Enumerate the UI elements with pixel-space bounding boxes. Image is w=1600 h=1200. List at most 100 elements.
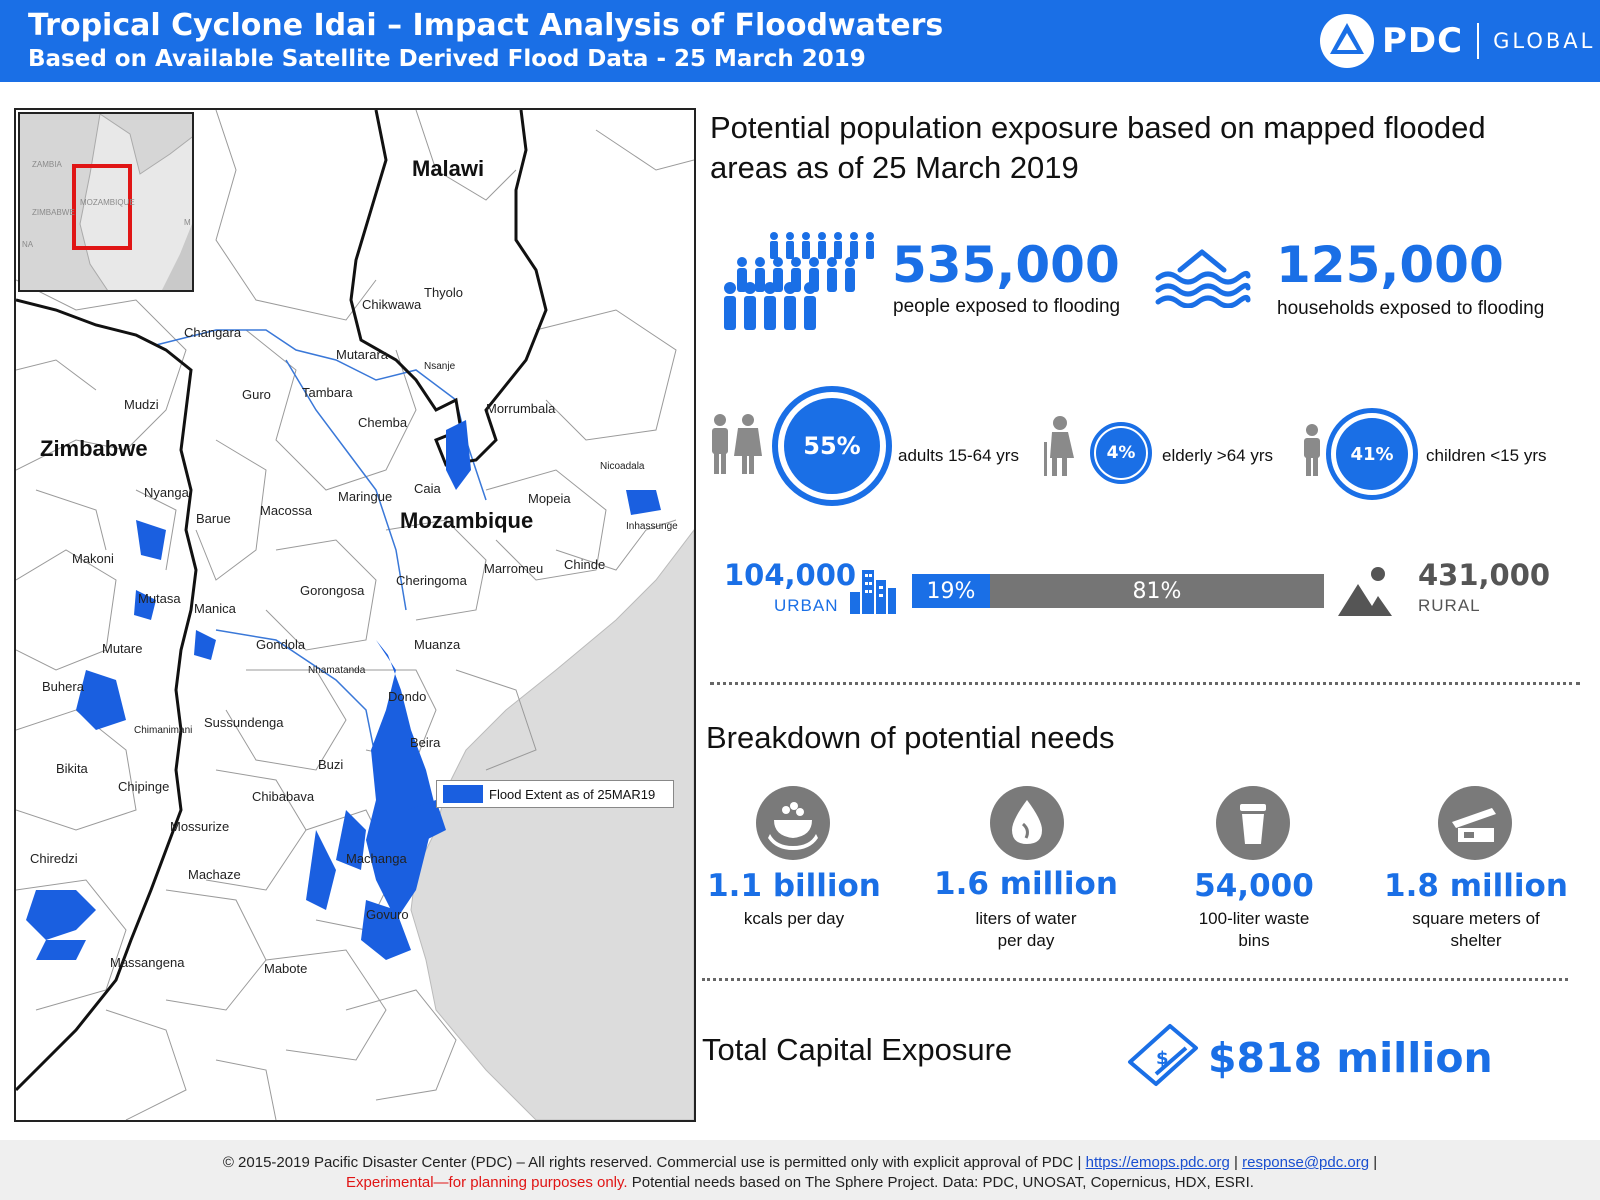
- footer-line-2: Experimental—for planning purposes only.…: [0, 1174, 1600, 1191]
- urban-percent: 19%: [926, 578, 976, 604]
- place-label: Beira: [410, 735, 441, 750]
- footer-sources: Potential needs based on The Sphere Proj…: [631, 1174, 1254, 1191]
- header-bar: Tropical Cyclone Idai – Impact Analysis …: [0, 0, 1600, 82]
- place-label: Mossurize: [170, 819, 230, 834]
- children-percent-ring: 41%: [1326, 408, 1418, 500]
- map-legend: Flood Extent as of 25MAR19: [436, 780, 674, 808]
- country-label-mozambique: Mozambique: [400, 508, 534, 533]
- rural-value: 431,000: [1418, 558, 1551, 592]
- water-need-caption: liters of water per day: [975, 909, 1077, 951]
- experimental-notice: Experimental—for planning purposes only.: [346, 1174, 628, 1191]
- food-need-caption: kcals per day: [743, 909, 845, 928]
- page-subtitle: Based on Available Satellite Derived Flo…: [28, 46, 866, 72]
- place-label: Maringue: [338, 489, 393, 504]
- place-label: Chemba: [358, 415, 408, 430]
- children-label: children <15 yrs: [1426, 446, 1547, 465]
- dollar-bill-icon: $: [1128, 1024, 1198, 1086]
- place-label: Buzi: [318, 757, 344, 772]
- place-label: Mopeia: [528, 491, 571, 506]
- inset-basemap: [20, 114, 192, 290]
- place-label: Buhera: [42, 679, 84, 694]
- place-label: Barue: [196, 511, 231, 526]
- place-label: Guro: [242, 387, 271, 402]
- flood-map: ZAMBIA MOZAMBIQUE ZIMBABWE NA M Malawi Z…: [14, 108, 696, 1122]
- households-exposed-value: 125,000: [1276, 236, 1504, 294]
- place-label: Thyolo: [424, 285, 464, 300]
- adults-icon: [712, 414, 762, 474]
- place-label: Sussundenga: [204, 715, 284, 730]
- shelter-tent-icon: [1452, 808, 1496, 842]
- elderly-percent: 4%: [1096, 428, 1146, 478]
- capital-exposure-value: $818 million: [1208, 1034, 1493, 1082]
- place-label: Massangena: [110, 955, 185, 970]
- place-label: Chiredzi: [30, 851, 78, 866]
- place-label: Nicoadala: [600, 461, 645, 472]
- inset-label-mozambique: MOZAMBIQUE: [80, 198, 135, 207]
- place-label: Machanga: [346, 851, 407, 866]
- section-divider: [702, 978, 1568, 981]
- rural-share-segment: 81%: [990, 574, 1324, 608]
- place-label: Govuro: [366, 907, 409, 922]
- logo-global-text: GLOBAL: [1493, 29, 1596, 53]
- adults-label: adults 15-64 yrs: [898, 446, 1019, 465]
- flooded-house-icon: [1155, 249, 1251, 308]
- inset-locator-map: ZAMBIA MOZAMBIQUE ZIMBABWE NA M: [18, 112, 194, 292]
- place-label: Mudzi: [124, 397, 159, 412]
- logo-divider: [1477, 23, 1480, 59]
- map-basemap: [16, 110, 694, 1120]
- place-label: Chimanimani: [134, 725, 193, 736]
- place-label: Mabote: [264, 961, 308, 976]
- page-title: Tropical Cyclone Idai – Impact Analysis …: [28, 8, 944, 43]
- households-exposed-caption: households exposed to flooding: [1277, 298, 1545, 319]
- place-label: Tambara: [302, 385, 353, 400]
- rural-label: RURAL: [1418, 596, 1481, 615]
- shelter-need-value: 1.8 million: [1384, 868, 1568, 904]
- map-legend-label: Flood Extent as of 25MAR19: [489, 786, 656, 802]
- place-label: Macossa: [260, 503, 313, 518]
- place-label: Bikita: [56, 761, 88, 776]
- flood-extent-swatch: [443, 785, 483, 803]
- inset-label-m: M: [184, 218, 191, 227]
- footer-line-1: © 2015-2019 Pacific Disaster Center (PDC…: [0, 1154, 1600, 1171]
- logo-name: PDC: [1382, 21, 1464, 61]
- place-label: Muanza: [414, 637, 461, 652]
- place-label: Marromeu: [484, 561, 544, 576]
- waste-need-value: 54,000: [1194, 868, 1314, 904]
- inset-label-zimbabwe: ZIMBABWE: [32, 208, 75, 217]
- mountains-icon: [1338, 567, 1392, 616]
- food-icon: [756, 786, 830, 860]
- place-label: Inhassunge: [626, 521, 678, 532]
- place-label: Chikwawa: [362, 297, 422, 312]
- urban-rural-bar: 19% 81%: [912, 574, 1324, 608]
- adults-percent-ring: 55%: [772, 386, 892, 506]
- pdc-logo-icon: [1320, 14, 1374, 68]
- urban-share-segment: 19%: [912, 574, 990, 608]
- urban-label: URBAN: [774, 596, 839, 615]
- footer-separator: |: [1234, 1154, 1238, 1171]
- urban-value: 104,000: [724, 558, 857, 592]
- place-label: Chinde: [564, 557, 606, 572]
- waste-need-caption: 100-liter waste bins: [1198, 909, 1310, 951]
- water-drop-icon: [1012, 800, 1042, 844]
- city-buildings-icon: [850, 570, 896, 614]
- place-label: Nsanje: [424, 361, 456, 372]
- place-label: Gorongosa: [300, 583, 365, 598]
- pdc-logo: PDC GLOBAL: [1318, 12, 1595, 70]
- svg-text:$: $: [1156, 1048, 1169, 1069]
- place-label: Caia: [414, 481, 441, 496]
- children-icon: [1304, 424, 1320, 476]
- emops-link[interactable]: https://emops.pdc.org: [1085, 1154, 1230, 1171]
- waste-bin-icon: [1216, 786, 1290, 860]
- country-label-zimbabwe: Zimbabwe: [40, 436, 148, 461]
- water-icon: [990, 786, 1064, 860]
- people-exposed-caption: people exposed to flooding: [893, 296, 1121, 317]
- response-email-link[interactable]: response@pdc.org: [1242, 1154, 1370, 1171]
- shelter-icon: [1438, 786, 1512, 860]
- food-bowl-icon: [768, 802, 818, 850]
- place-label: Nhamatanda: [308, 665, 366, 676]
- elderly-percent-ring: 4%: [1090, 422, 1152, 484]
- place-label: Chibabava: [252, 789, 315, 804]
- place-label: Makoni: [72, 551, 114, 566]
- adults-percent: 55%: [784, 398, 880, 494]
- inset-label-zambia: ZAMBIA: [32, 160, 62, 169]
